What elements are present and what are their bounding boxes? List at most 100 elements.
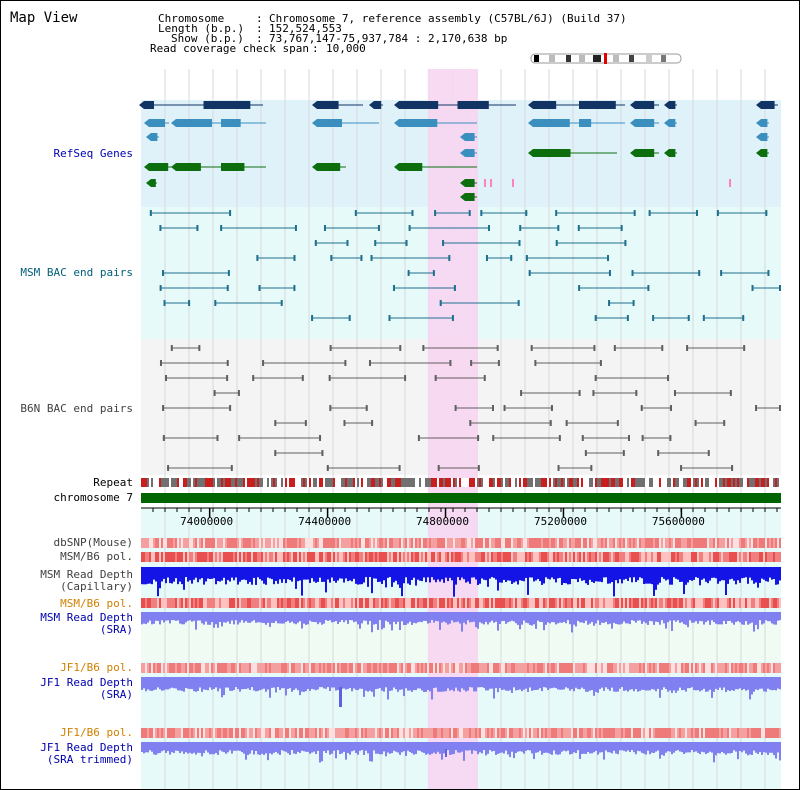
dbsnp-strip	[203, 538, 205, 548]
jf1-pol-strip	[351, 663, 353, 673]
jf1-pol-strip	[607, 663, 609, 673]
jf1-pol-strip	[467, 663, 469, 673]
jf1-depth-sra-bar	[319, 677, 321, 688]
jf1-depth-sra-bar	[507, 677, 509, 691]
jf1-depth-trim-bar	[307, 742, 309, 752]
jf1-pol2-strip	[239, 728, 241, 738]
repeat-mark	[287, 478, 289, 487]
dbsnp-strip	[505, 538, 507, 548]
jf1-depth-sra-bar	[585, 677, 587, 692]
msm-pol2-strip	[263, 598, 265, 608]
jf1-pol2-strip	[379, 728, 381, 738]
dbsnp-strip	[449, 538, 451, 548]
jf1-depth-sra-bar	[597, 677, 599, 693]
jf1-depth-trim-bar	[237, 742, 239, 751]
msm-pol2-strip	[387, 598, 389, 608]
msm-depth-cap-bar	[367, 567, 369, 587]
jf1-pol2-strip	[333, 728, 335, 738]
msm-depth-cap-bar	[419, 567, 421, 581]
jf1-pol2-strip	[343, 728, 345, 738]
jf1-pol2-strip	[251, 728, 253, 738]
jf1-pol2-strip	[503, 728, 505, 738]
dbsnp-strip	[293, 538, 295, 548]
msm-depth-cap-bar	[693, 567, 695, 580]
msm-pol2-strip	[693, 598, 695, 608]
msm-pol-strip	[411, 552, 413, 562]
jf1-pol2-strip	[735, 728, 737, 738]
msm-depth-cap-bar	[681, 567, 683, 582]
jf1-pol2-strip	[389, 728, 391, 738]
jf1-pol-strip	[183, 663, 185, 673]
msm-pol2-strip	[287, 598, 289, 608]
jf1-depth-sra-bar	[739, 677, 741, 689]
repeat-mark	[579, 478, 581, 487]
msm-depth-cap-bar	[399, 567, 401, 588]
jf1-depth-sra-bar	[671, 677, 673, 693]
jf1-depth-sra-bar	[753, 677, 755, 692]
repeat-mark	[389, 478, 391, 487]
jf1-pol-strip	[429, 663, 431, 673]
msm-pol-strip	[413, 552, 415, 562]
jf1-depth-trim-bar	[739, 742, 741, 752]
msm-depth-cap-bar	[347, 567, 349, 582]
repeat-mark	[637, 478, 639, 487]
jf1-depth-trim-bar	[245, 742, 247, 760]
msm-pol-strip	[639, 552, 641, 562]
jf1-depth-sra-bar	[225, 677, 227, 688]
jf1-depth-sra-bar	[357, 677, 359, 691]
jf1-depth-trim-bar	[345, 742, 347, 760]
jf1-pol-strip	[473, 663, 475, 673]
msm-depth-cap-bar	[231, 567, 233, 578]
msm-pol-strip	[345, 552, 347, 562]
repeat-mark	[167, 478, 169, 487]
msm-depth-cap-bar	[307, 567, 309, 580]
msm-pol2-strip	[537, 598, 539, 608]
jf1-depth-trim-bar	[773, 742, 775, 756]
jf1-depth-trim-bar	[749, 742, 751, 755]
msm-bac-pair-end	[434, 210, 437, 216]
jf1-depth-sra-bar	[679, 677, 681, 688]
msm-bac-pair-end	[149, 210, 152, 216]
repeat-mark	[421, 478, 423, 487]
jf1-depth-sra-bar	[771, 677, 773, 691]
jf1-pol2-strip	[287, 728, 289, 738]
msm-pol-strip	[743, 552, 745, 562]
jf1-depth-trim-bar	[235, 742, 237, 751]
jf1-depth-trim-bar	[511, 742, 513, 752]
msm-depth-cap-bar	[745, 567, 747, 578]
jf1-pol2-strip	[681, 728, 683, 738]
msm-bac-pair-end	[388, 315, 391, 321]
msm-pol2-strip	[291, 598, 293, 608]
msm-bac-pair-end	[229, 210, 232, 216]
dbsnp-strip	[311, 538, 313, 548]
msm-pol2-strip	[241, 598, 243, 608]
jf1-depth-trim-bar	[309, 742, 311, 754]
msm-depth-cap-bar	[203, 567, 205, 585]
jf1-depth-sra-bar	[399, 677, 401, 690]
jf1-pol2-strip	[491, 728, 493, 738]
msm-pol-strip	[257, 552, 259, 562]
jf1-depth-trim-bar	[351, 742, 353, 752]
msm-depth-cap-bar	[717, 567, 719, 584]
repeat-mark	[547, 478, 549, 487]
jf1-depth-trim-bar	[379, 742, 381, 755]
jf1-depth-sra-bar	[401, 677, 403, 690]
jf1-depth-trim-bar	[435, 742, 437, 754]
jf1-depth-trim-bar	[265, 742, 267, 754]
repeat-mark	[605, 478, 607, 487]
track-label-b6n-bac: B6N BAC end pairs	[20, 402, 133, 415]
b6n-bac-pair-end	[670, 405, 673, 411]
msm-depth-cap-bar	[477, 567, 479, 585]
jf1-pol2-strip	[193, 728, 195, 738]
jf1-pol2-strip	[353, 728, 355, 738]
repeat-mark	[607, 478, 609, 487]
jf1-depth-trim-bar	[527, 742, 529, 751]
gene-variant-mark	[490, 179, 492, 187]
jf1-pol2-strip	[515, 728, 517, 738]
msm-depth-cap-bar	[443, 567, 445, 583]
jf1-depth-sra-bar	[537, 677, 539, 690]
b6n-bac-pair-end	[262, 360, 265, 366]
dbsnp-strip	[551, 538, 553, 548]
jf1-pol2-strip	[215, 728, 217, 738]
